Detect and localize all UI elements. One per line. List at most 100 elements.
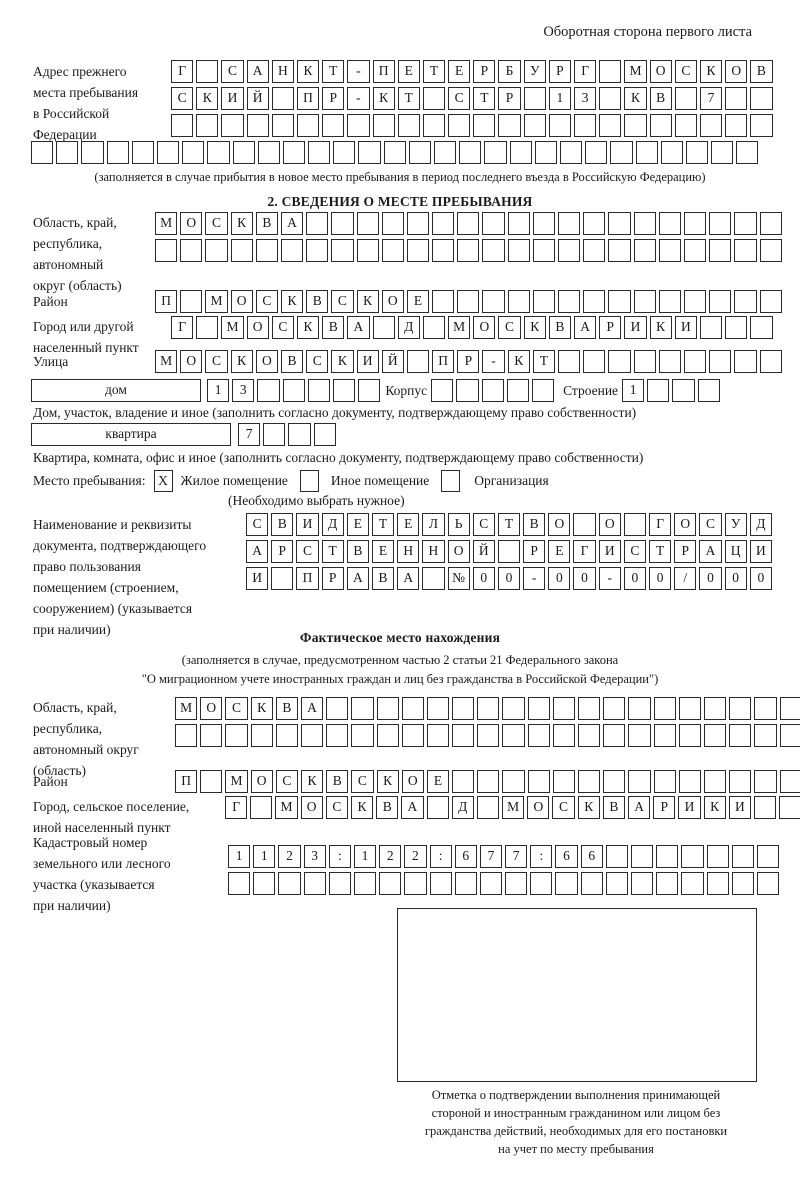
prev-address-row-3-cell-9[interactable]: [372, 114, 395, 137]
al-region-row-1-cell-2[interactable]: О: [200, 697, 223, 720]
al-district-row-cell-11[interactable]: Е: [426, 770, 450, 793]
s2-region-row-2-cell-11[interactable]: [406, 239, 430, 262]
prev-address-row-4-cell-4[interactable]: [106, 141, 129, 164]
al-district-row-cell-23[interactable]: [729, 770, 752, 793]
al-city-row-cell-7[interactable]: В: [376, 796, 399, 819]
al-city-row-cell-15[interactable]: К: [577, 796, 600, 819]
al-cadastral-row-1-cell-12[interactable]: 7: [505, 845, 528, 868]
prev-address-row-1-cell-12[interactable]: Е: [448, 60, 471, 83]
s2-region-row-1-cell-15[interactable]: [507, 212, 530, 235]
s2-region-row-1-cell-8[interactable]: [331, 212, 354, 235]
korpus-cells-cell-4[interactable]: [506, 379, 529, 402]
al-cadastral-row-2-cell-6[interactable]: [353, 872, 377, 895]
s2-doc-row-1-cell-15[interactable]: О: [598, 513, 621, 536]
prev-address-row-2-cell-16[interactable]: 1: [548, 87, 571, 110]
al-city-row-cell-18[interactable]: Р: [653, 796, 676, 819]
prev-address-row-2-cell-8[interactable]: -: [347, 87, 370, 110]
al-region-row-1-cell-23[interactable]: [729, 697, 752, 720]
prev-address-row-4-cell-15[interactable]: [383, 141, 406, 164]
s2-region-row-2-cell-2[interactable]: [180, 239, 203, 262]
prev-address-row-2-cell-12[interactable]: С: [448, 87, 471, 110]
prev-address-row-2-cell-14[interactable]: Р: [498, 87, 521, 110]
al-region-row-1-cell-10[interactable]: [401, 697, 424, 720]
s2-street-row-cell-16[interactable]: Т: [532, 350, 555, 373]
s2-region-row-2-cell-9[interactable]: [356, 239, 379, 262]
s2-doc-row-1-cell-7[interactable]: Е: [397, 513, 420, 536]
al-cadastral-row-1-cell-5[interactable]: :: [328, 845, 351, 868]
al-cadastral-row-1-cell-4[interactable]: 3: [303, 845, 326, 868]
prev-address-row-2-cell-4[interactable]: Й: [246, 87, 269, 110]
al-region-row-2-cell-18[interactable]: [603, 724, 626, 747]
al-region-row-1-cell-20[interactable]: [653, 697, 676, 720]
al-cadastral-row-2-cell-12[interactable]: [505, 872, 528, 895]
al-city-row-cell-4[interactable]: О: [300, 796, 323, 819]
al-cadastral-row-2-cell-4[interactable]: [303, 872, 326, 895]
prev-address-row-3-cell-18[interactable]: [599, 114, 622, 137]
s2-region-row-1-cell-21[interactable]: [658, 212, 681, 235]
al-region-row-2-cell-8[interactable]: [351, 724, 374, 747]
s2-district-row-cell-14[interactable]: [482, 290, 505, 313]
prev-address-row-1-cell-16[interactable]: Р: [548, 60, 571, 83]
al-cadastral-row-2[interactable]: [228, 872, 780, 895]
s2-doc-row-3-cell-7[interactable]: А: [397, 567, 420, 590]
al-city-row-cell-11[interactable]: [476, 796, 500, 819]
s2-doc-row-3-cell-20[interactable]: 0: [724, 567, 747, 590]
prev-address-row-2-cell-6[interactable]: П: [296, 87, 320, 110]
s2-region-row-1-cell-16[interactable]: [532, 212, 555, 235]
s2-district-row-cell-2[interactable]: [180, 290, 203, 313]
al-district-row-cell-12[interactable]: [452, 770, 475, 793]
s2-street-row-cell-25[interactable]: [759, 350, 782, 373]
prev-address-row-2-cell-9[interactable]: К: [372, 87, 395, 110]
s2-region-row-1-cell-22[interactable]: [683, 212, 707, 235]
prev-address-row-4-cell-9[interactable]: [232, 141, 255, 164]
house-cells-cell-4[interactable]: [282, 379, 305, 402]
prev-address-row-4-cell-14[interactable]: [358, 141, 381, 164]
s2-doc-row-3-cell-17[interactable]: 0: [649, 567, 672, 590]
s2-doc-row-1-cell-21[interactable]: Д: [749, 513, 772, 536]
s2-street-row-cell-12[interactable]: П: [432, 350, 455, 373]
prev-address-row-3-cell-17[interactable]: [574, 114, 597, 137]
s2-doc-row-3-cell-14[interactable]: 0: [573, 567, 596, 590]
s2-region-row-1-cell-6[interactable]: А: [280, 212, 304, 235]
s2-region-row-2-cell-16[interactable]: [532, 239, 555, 262]
korpus-cells-cell-2[interactable]: [456, 379, 479, 402]
al-city-row-cell-14[interactable]: С: [552, 796, 575, 819]
s2-doc-row-3-cell-4[interactable]: Р: [321, 567, 344, 590]
al-region-row-1-cell-8[interactable]: [351, 697, 374, 720]
s2-city-row-cell-16[interactable]: В: [548, 316, 571, 339]
korpus-cells[interactable]: [431, 379, 555, 402]
checkbox-inoe-pomeshchenie[interactable]: [299, 469, 319, 492]
al-region-row-2-cell-21[interactable]: [678, 724, 701, 747]
stroenie-cells-cell-1[interactable]: 1: [622, 379, 645, 402]
s2-doc-row-3-cell-19[interactable]: 0: [699, 567, 722, 590]
prev-address-row-2-cell-24[interactable]: [750, 87, 773, 110]
s2-doc-row-3-cell-10[interactable]: 0: [472, 567, 495, 590]
stroenie-cells-cell-2[interactable]: [647, 379, 670, 402]
prev-address-row-2-cell-20[interactable]: В: [649, 87, 672, 110]
al-cadastral-row-2-cell-11[interactable]: [479, 872, 503, 895]
s2-street-row-cell-7[interactable]: С: [306, 350, 329, 373]
prev-address-row-3-cell-22[interactable]: [699, 114, 723, 137]
prev-address-row-4-cell-5[interactable]: [131, 141, 154, 164]
prev-address-row-3-cell-3[interactable]: [221, 114, 244, 137]
prev-address-row-4-cell-20[interactable]: [509, 141, 532, 164]
s2-district-row-cell-20[interactable]: [633, 290, 656, 313]
prev-address-row-3-cell-16[interactable]: [548, 114, 571, 137]
house-cells-cell-1[interactable]: 1: [207, 379, 230, 402]
prev-address-row-3-cell-20[interactable]: [649, 114, 672, 137]
s2-region-row-1-cell-2[interactable]: О: [180, 212, 203, 235]
s2-city-row-cell-23[interactable]: [725, 316, 748, 339]
s2-city-row-cell-17[interactable]: А: [574, 316, 597, 339]
prev-address-row-1-cell-7[interactable]: Т: [322, 60, 345, 83]
s2-doc-row-3-cell-21[interactable]: 0: [749, 567, 772, 590]
al-cadastral-row-1-cell-18[interactable]: [656, 845, 679, 868]
al-region-row-2-cell-17[interactable]: [578, 724, 601, 747]
s2-street-row-cell-13[interactable]: Р: [457, 350, 480, 373]
s2-street-row-cell-20[interactable]: [633, 350, 656, 373]
al-cadastral-row-1-cell-19[interactable]: [681, 845, 704, 868]
al-city-row-cell-19[interactable]: И: [678, 796, 701, 819]
s2-street-row-cell-21[interactable]: [658, 350, 681, 373]
prev-address-row-3-cell-12[interactable]: [448, 114, 471, 137]
al-cadastral-row-2-cell-3[interactable]: [278, 872, 301, 895]
